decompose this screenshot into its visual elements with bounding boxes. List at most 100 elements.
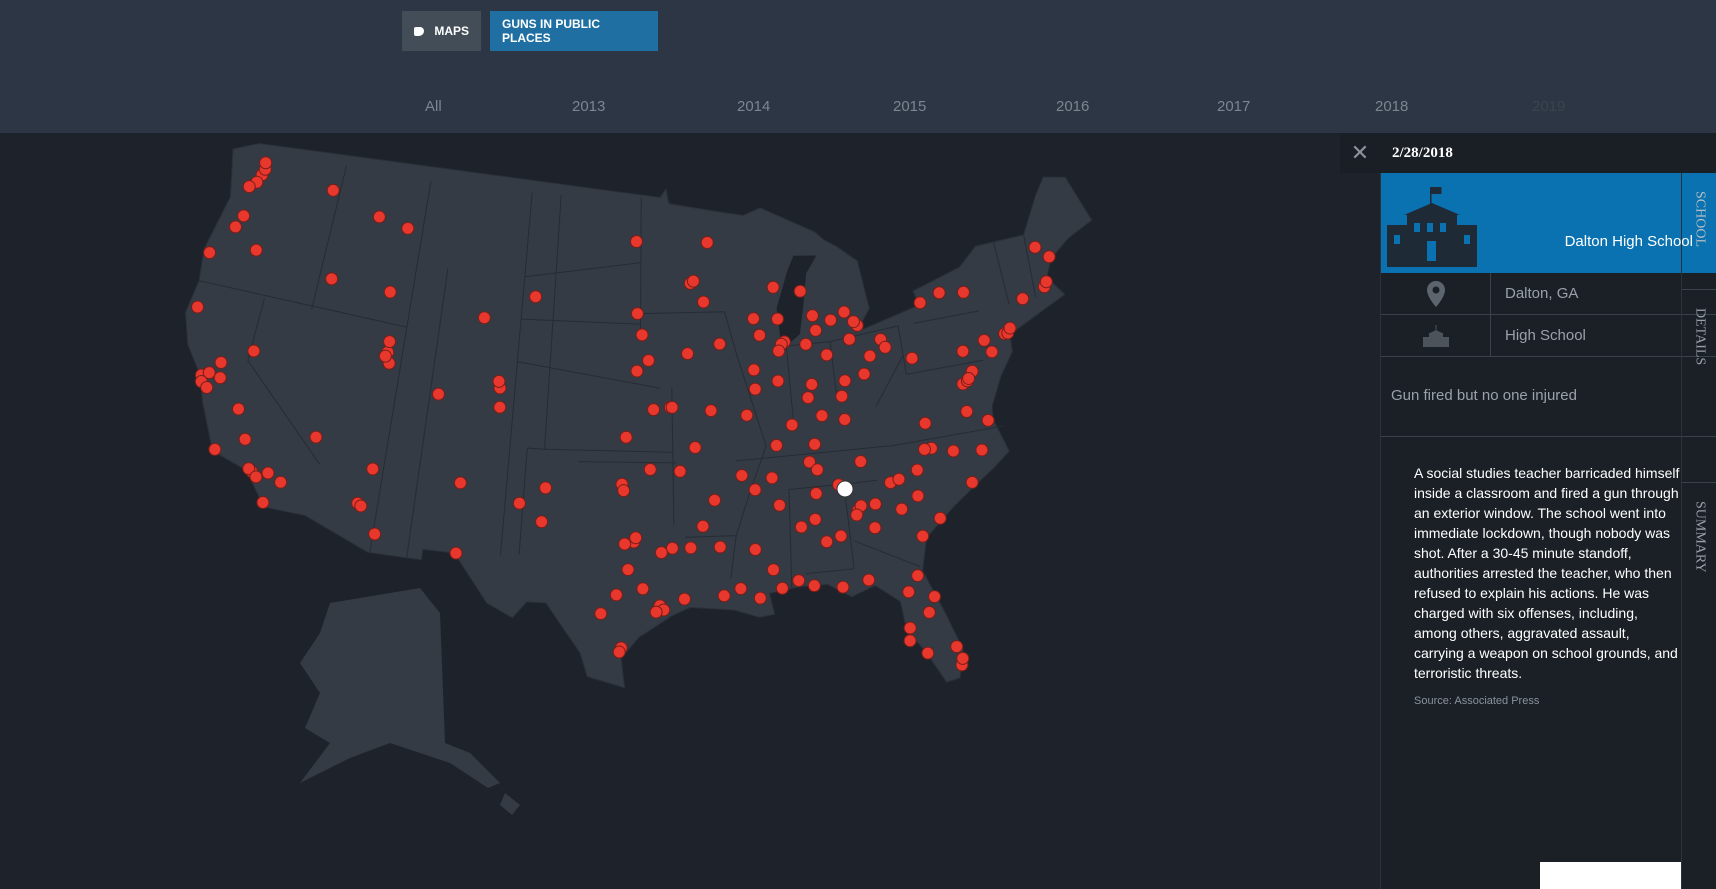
incident-marker[interactable]	[242, 180, 256, 194]
incident-marker[interactable]	[274, 475, 288, 489]
incident-marker[interactable]	[665, 400, 679, 414]
incident-marker[interactable]	[237, 209, 251, 223]
incident-marker[interactable]	[913, 296, 927, 310]
incident-marker[interactable]	[792, 574, 806, 588]
incident-marker[interactable]	[654, 546, 668, 560]
incident-marker[interactable]	[1028, 240, 1042, 254]
incident-marker[interactable]	[1042, 250, 1056, 264]
incident-marker[interactable]	[815, 409, 829, 423]
incident-marker[interactable]	[775, 581, 789, 595]
incident-marker[interactable]	[635, 328, 649, 342]
tab-school[interactable]: SCHOOL	[1682, 173, 1716, 290]
tab-summary[interactable]: SUMMARY	[1692, 501, 1708, 573]
year-2019[interactable]: 2019	[1532, 98, 1566, 115]
incident-marker[interactable]	[918, 416, 932, 430]
incident-marker[interactable]	[810, 463, 824, 477]
incident-marker[interactable]	[956, 344, 970, 358]
incident-marker[interactable]	[916, 529, 930, 543]
year-2018[interactable]: 2018	[1375, 98, 1409, 115]
incident-marker[interactable]	[835, 389, 849, 403]
incident-marker[interactable]	[740, 408, 754, 422]
incident-marker[interactable]	[956, 285, 970, 299]
incident-marker[interactable]	[372, 210, 386, 224]
incident-marker[interactable]	[910, 463, 924, 477]
incident-marker[interactable]	[772, 344, 786, 358]
incident-marker[interactable]	[985, 345, 999, 359]
incident-marker[interactable]	[261, 466, 275, 480]
incident-marker[interactable]	[903, 621, 917, 635]
incident-marker[interactable]	[688, 440, 702, 454]
incident-marker[interactable]	[704, 404, 718, 418]
incident-marker[interactable]	[748, 543, 762, 557]
incident-marker[interactable]	[902, 585, 916, 599]
incident-marker[interactable]	[946, 444, 960, 458]
incident-marker[interactable]	[770, 438, 784, 452]
incident-marker[interactable]	[713, 337, 727, 351]
incident-marker[interactable]	[368, 527, 382, 541]
incident-marker[interactable]	[921, 646, 935, 660]
incident-marker[interactable]	[630, 307, 644, 321]
incident-marker[interactable]	[673, 464, 687, 478]
incident-marker[interactable]	[753, 591, 767, 605]
us-map[interactable]	[0, 133, 1340, 889]
incident-marker[interactable]	[619, 430, 633, 444]
incident-marker[interactable]	[917, 442, 931, 456]
incident-marker[interactable]	[630, 364, 644, 378]
incident-marker[interactable]	[401, 221, 415, 235]
incident-marker[interactable]	[612, 645, 626, 659]
incident-marker[interactable]	[203, 246, 217, 260]
incident-marker[interactable]	[868, 521, 882, 535]
incident-marker[interactable]	[378, 349, 392, 363]
incident-marker[interactable]	[850, 508, 864, 522]
incident-marker[interactable]	[214, 355, 228, 369]
incident-marker[interactable]	[247, 344, 261, 358]
incident-marker[interactable]	[857, 367, 871, 381]
incident-marker[interactable]	[834, 529, 848, 543]
incident-marker[interactable]	[808, 512, 822, 526]
incident-marker[interactable]	[863, 349, 877, 363]
incident-marker[interactable]	[696, 519, 710, 533]
incident-marker[interactable]	[713, 540, 727, 554]
maps-button[interactable]: MAPS	[402, 11, 481, 51]
incident-marker[interactable]	[492, 374, 506, 388]
incident-marker[interactable]	[539, 481, 553, 495]
incident-marker[interactable]	[629, 235, 643, 249]
year-2013[interactable]: 2013	[572, 98, 606, 115]
tab-details[interactable]: DETAILS	[1682, 290, 1716, 483]
incident-marker[interactable]	[965, 475, 979, 489]
incident-marker[interactable]	[933, 511, 947, 525]
incident-marker[interactable]	[862, 573, 876, 587]
incident-marker[interactable]	[647, 403, 661, 417]
incident-marker[interactable]	[802, 455, 816, 469]
incident-marker[interactable]	[618, 537, 632, 551]
incident-marker[interactable]	[805, 309, 819, 323]
incident-marker[interactable]	[765, 471, 779, 485]
incident-marker[interactable]	[793, 284, 807, 298]
incident-marker[interactable]	[892, 472, 906, 486]
incident-marker[interactable]	[1016, 292, 1030, 306]
incident-marker[interactable]	[808, 437, 822, 451]
incident-marker[interactable]	[231, 402, 245, 416]
incident-marker[interactable]	[449, 546, 463, 560]
incident-marker[interactable]	[643, 462, 657, 476]
incident-marker[interactable]	[911, 569, 925, 583]
incident-marker[interactable]	[842, 332, 856, 346]
incident-marker[interactable]	[696, 295, 710, 309]
incident-marker[interactable]	[249, 470, 263, 484]
incident-marker[interactable]	[594, 607, 608, 621]
incident-marker[interactable]	[529, 290, 543, 304]
incident-marker[interactable]	[700, 236, 714, 250]
incident-marker[interactable]	[747, 363, 761, 377]
incident-marker[interactable]	[431, 387, 445, 401]
incident-marker[interactable]	[962, 371, 976, 385]
incident-marker[interactable]	[950, 640, 964, 654]
incident-marker[interactable]	[681, 347, 695, 361]
incident-marker[interactable]	[735, 469, 749, 483]
incident-marker[interactable]	[905, 351, 919, 365]
incident-marker[interactable]	[868, 497, 882, 511]
incident-marker[interactable]	[325, 272, 339, 286]
incident-marker[interactable]	[766, 563, 780, 577]
incident-marker[interactable]	[773, 498, 787, 512]
selected-incident-marker[interactable]	[836, 480, 854, 498]
incident-marker[interactable]	[1039, 275, 1053, 289]
